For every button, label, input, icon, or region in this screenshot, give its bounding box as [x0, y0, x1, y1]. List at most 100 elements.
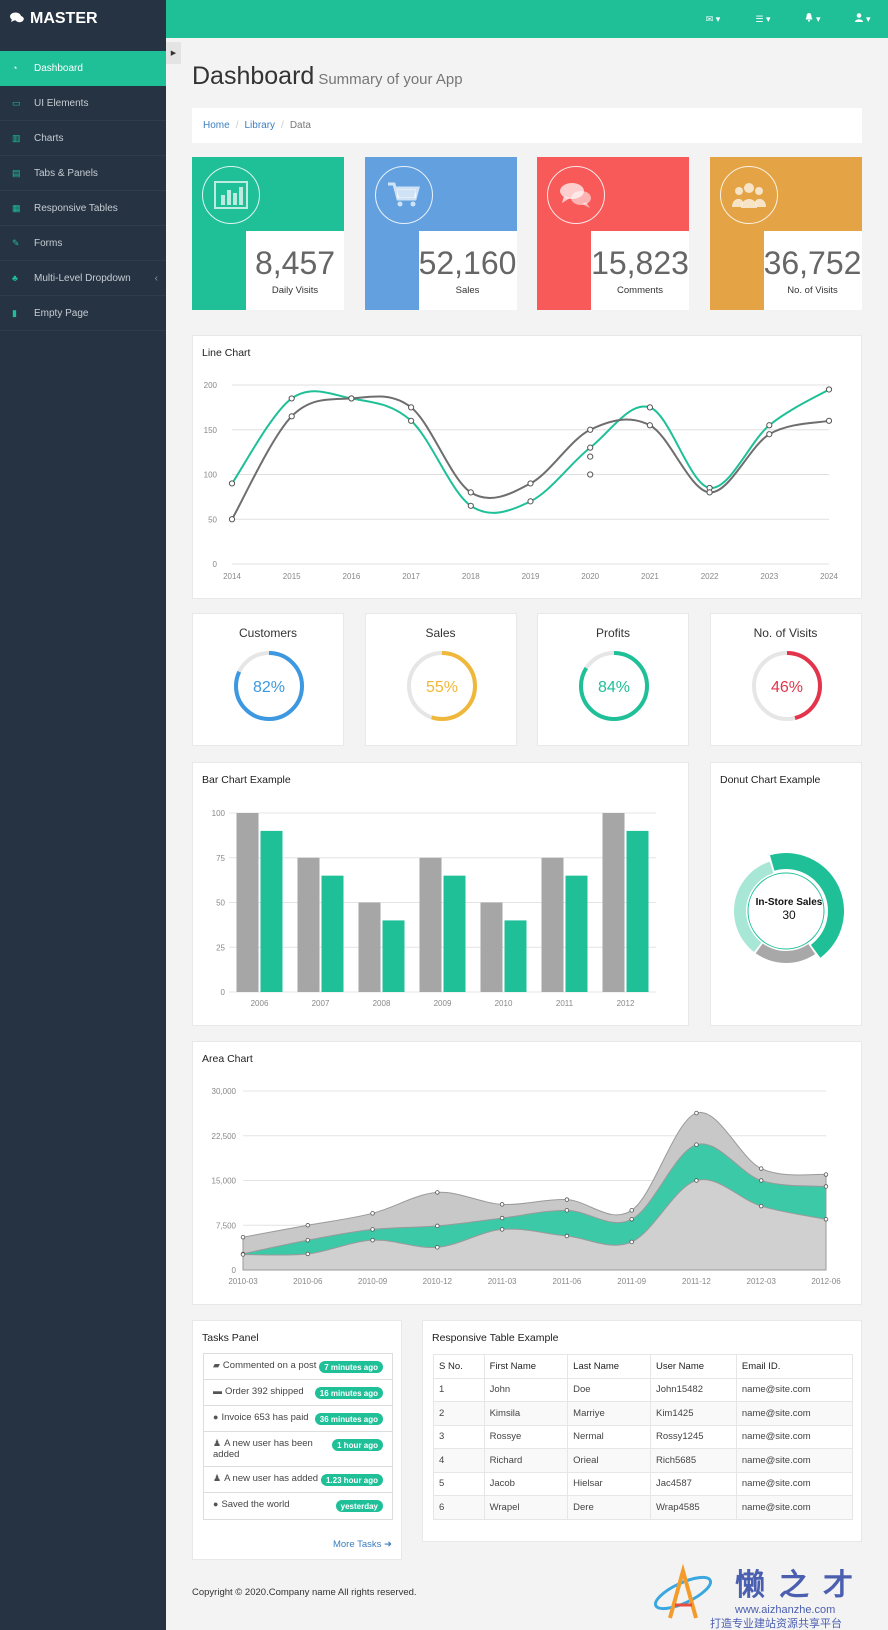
tasks-panel: Tasks Panel ▰ Commented on a post 7 minute…: [192, 1320, 402, 1560]
globe-icon: ●: [213, 1499, 219, 1509]
sidebar-item-charts[interactable]: ▥ Charts: [0, 121, 166, 156]
brand[interactable]: MASTER: [0, 0, 166, 38]
table-cell: Dere: [567, 1495, 651, 1520]
sidebar-item-tabs-panels[interactable]: ▤ Tabs & Panels: [0, 156, 166, 191]
task-item[interactable]: ▬ Order 392 shipped 16 minutes ago: [204, 1380, 392, 1406]
table-cell: Richard: [483, 1448, 569, 1473]
responsive-table: S No. First Name Last Name User Name Email I…: [433, 1354, 854, 1520]
table-cell: name@site.com: [735, 1377, 854, 1402]
data-point: [288, 395, 295, 402]
data-point: [499, 1227, 505, 1232]
envelope-icon[interactable]: ✉ ▾: [705, 13, 721, 24]
table-cell: name@site.com: [735, 1471, 854, 1496]
stat-label: No. of Visits: [787, 285, 838, 296]
y-tick-label: 0: [232, 1266, 237, 1275]
x-tick-label: 2011-12: [682, 1277, 711, 1286]
gauge-arc: [234, 651, 304, 721]
column-header[interactable]: Email ID.: [735, 1354, 854, 1379]
data-point: [435, 1245, 440, 1250]
data-point: [759, 1166, 764, 1171]
tasks-icon[interactable]: ☰ ▾: [755, 13, 771, 24]
sidebar-item-responsive-tables[interactable]: ▦ Responsive Tables: [0, 191, 166, 226]
y-tick-label: 200: [204, 381, 218, 390]
column-header[interactable]: S No.: [433, 1354, 485, 1379]
edit-icon: ✎: [12, 237, 20, 248]
gauge-title: No. of Visits: [753, 626, 818, 640]
bell-icon[interactable]: ▾: [788, 13, 838, 25]
y-tick-label: 15,000: [212, 1177, 237, 1186]
x-tick-label: 2010: [495, 999, 513, 1008]
x-tick-label: 2010-09: [358, 1277, 388, 1286]
sidebar-item-ui-elements[interactable]: ▭ UI Elements: [0, 86, 166, 121]
gauge-arc: [579, 651, 649, 721]
task-time-badge: 1 hour ago: [332, 1439, 383, 1451]
table-cell: John: [483, 1377, 569, 1402]
more-tasks-link[interactable]: More Tasks ➜: [333, 1539, 392, 1550]
task-item[interactable]: ♟ A new user has added 1.23 hour ago: [204, 1467, 392, 1493]
line-chart-title: Line Chart: [202, 347, 251, 359]
stat-card-sales: 52,160 Sales: [364, 157, 517, 310]
data-point: [305, 1251, 310, 1257]
watermark: 懒之才 www.aizhanzhe.com 打造专业建站资源共享平台: [650, 1553, 888, 1630]
sidebar-item-forms[interactable]: ✎ Forms: [0, 226, 166, 261]
table-cell: name@site.com: [735, 1401, 854, 1426]
breadcrumb-home[interactable]: Home: [203, 120, 230, 131]
table-cell: 2: [433, 1401, 485, 1426]
bar: [565, 875, 588, 992]
table-cell: Kimsila: [483, 1401, 569, 1426]
sidebar-toggle[interactable]: ▶: [166, 42, 181, 64]
x-tick-label: 2020: [581, 572, 599, 581]
stat-label: Sales: [455, 285, 480, 296]
sidebar-item-dashboard[interactable]: ◔ Dashboard: [0, 51, 166, 86]
table-cell: Hielsar: [567, 1471, 651, 1496]
bar: [260, 830, 283, 992]
table-panel-title: Responsive Table Example: [432, 1332, 559, 1344]
task-text: Order 392 shipped: [225, 1386, 304, 1397]
page-subtitle: Summary of your App: [318, 71, 463, 88]
data-point: [435, 1223, 440, 1229]
sidebar-item-multi-level-dropdown[interactable]: ♣ Multi-Level Dropdown ‹: [0, 261, 166, 296]
data-point: [629, 1217, 634, 1222]
gauge-card-customers: Customers 82%: [192, 613, 344, 746]
user-icon[interactable]: ▾: [838, 13, 888, 25]
stat-value-box: 15,823 Comments: [591, 231, 689, 310]
data-point: [564, 1197, 570, 1202]
table-cell: John15482: [649, 1377, 737, 1402]
gauge-ring: 55%: [406, 651, 477, 721]
breadcrumb-library[interactable]: Library: [244, 120, 276, 131]
data-point: [706, 489, 713, 496]
svg-text:打造专业建站资源共享平台: 打造专业建站资源共享平台: [710, 1616, 842, 1630]
tasks-list: ▰ Commented on a post 7 minutes ago ▬ Order …: [203, 1353, 393, 1520]
x-tick-label: 2006: [251, 999, 269, 1008]
comments-icon: [547, 166, 605, 224]
table-row: 5 Jacob Hielsar Jac4587 name@site.com: [433, 1471, 854, 1496]
breadcrumb-current: Data: [289, 120, 311, 131]
task-item[interactable]: ♟ A new user has been added 1 hour ago: [204, 1432, 392, 1467]
stat-value: 15,823: [591, 245, 689, 281]
sidebar-item-empty-page[interactable]: ▮ Empty Page: [0, 296, 166, 331]
x-tick-label: 2019: [522, 572, 540, 581]
brand-name: MASTER: [30, 10, 98, 27]
data-point: [527, 480, 534, 487]
task-item[interactable]: ● Invoice 653 has paid 36 minutes ago: [204, 1406, 392, 1432]
data-point: [629, 1239, 634, 1245]
bar-chart-panel: Bar Chart Example 0 25 50 75 100 2006 2007 2008…: [192, 762, 689, 1026]
table-cell: 5: [433, 1471, 485, 1496]
x-tick-label: 2016: [343, 572, 361, 581]
page-title: Dashboard Summary of your App: [192, 62, 463, 91]
table-row: 2 Kimsila Marriye Kim1425 name@site.com: [433, 1401, 854, 1426]
sitemap-icon: ♣: [12, 273, 18, 283]
stat-value: 36,752: [763, 245, 862, 281]
column-header[interactable]: First Name: [483, 1354, 569, 1379]
task-item[interactable]: ● Saved the world yesterday: [204, 1493, 392, 1519]
breadcrumb-separator: /: [281, 120, 284, 131]
table-row: 3 Rossye Nermal Rossy1245 name@site.com: [433, 1424, 854, 1449]
column-header[interactable]: Last Name: [567, 1354, 651, 1379]
data-point: [305, 1223, 310, 1228]
chevron-left-icon[interactable]: ‹: [154, 272, 158, 284]
task-item[interactable]: ▰ Commented on a post 7 minutes ago: [204, 1354, 392, 1380]
column-header[interactable]: User Name: [649, 1354, 737, 1379]
svg-text:懒之才: 懒之才: [735, 1568, 867, 1603]
y-tick-label: 22,500: [212, 1132, 237, 1141]
